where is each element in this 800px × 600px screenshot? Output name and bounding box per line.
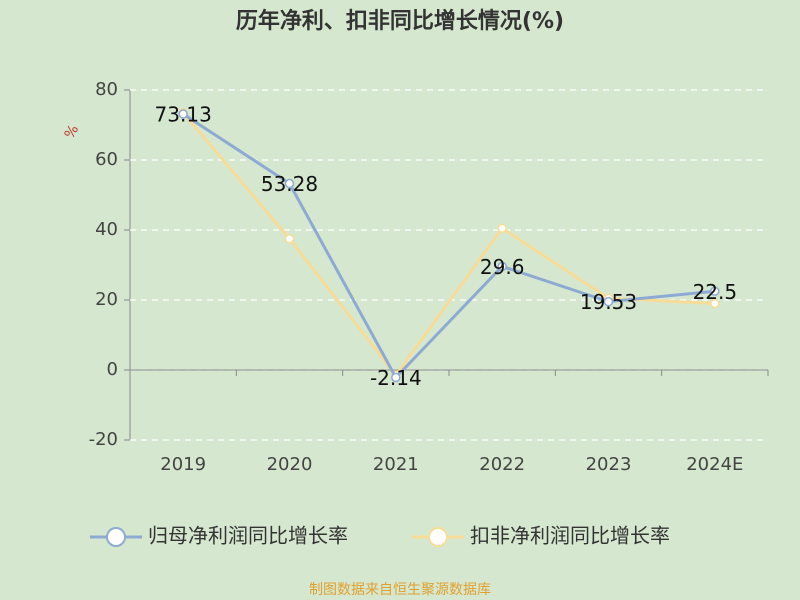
x-tick-label: 2020 <box>267 454 313 475</box>
legend-label: 归母净利润同比增长率 <box>148 524 348 548</box>
data-label: 19.53 <box>580 290 637 314</box>
legend-marker <box>428 527 448 547</box>
data-point <box>178 109 188 119</box>
x-tick-label: 2022 <box>479 454 525 475</box>
legend-marker <box>106 527 126 547</box>
y-tick-label: 80 <box>95 79 118 100</box>
y-tick-label: 20 <box>95 289 118 310</box>
y-tick-label: 0 <box>107 359 118 380</box>
y-tick-label: -20 <box>89 429 118 450</box>
x-tick-label: 2023 <box>586 454 632 475</box>
y-tick-label: 40 <box>95 219 118 240</box>
data-label: 22.5 <box>693 280 738 304</box>
series-line <box>182 111 715 378</box>
data-point <box>284 178 295 189</box>
x-tick-label: 2019 <box>160 454 206 475</box>
data-point <box>710 298 720 309</box>
data-point <box>710 286 720 296</box>
data-label: 73.13 <box>155 103 212 127</box>
data-label: 53.28 <box>261 172 318 196</box>
y-axis-label: % <box>62 122 83 142</box>
source-note: 制图数据来自恒生聚源数据库 <box>309 582 491 598</box>
x-tick-label: 2021 <box>373 454 419 475</box>
y-tick-label: 60 <box>95 149 118 170</box>
data-point <box>603 296 614 307</box>
data-point <box>284 234 295 244</box>
data-point <box>391 372 401 383</box>
x-tick-label: 2024E <box>686 454 743 475</box>
series-line <box>182 112 715 381</box>
legend-label: 扣非净利润同比增长率 <box>470 524 670 548</box>
data-point <box>497 223 507 233</box>
chart-title: 历年净利、扣非同比增长情况(%) <box>236 8 564 34</box>
data-label: 29.6 <box>480 255 525 279</box>
data-point <box>497 261 507 272</box>
data-label: -2.14 <box>370 366 422 390</box>
